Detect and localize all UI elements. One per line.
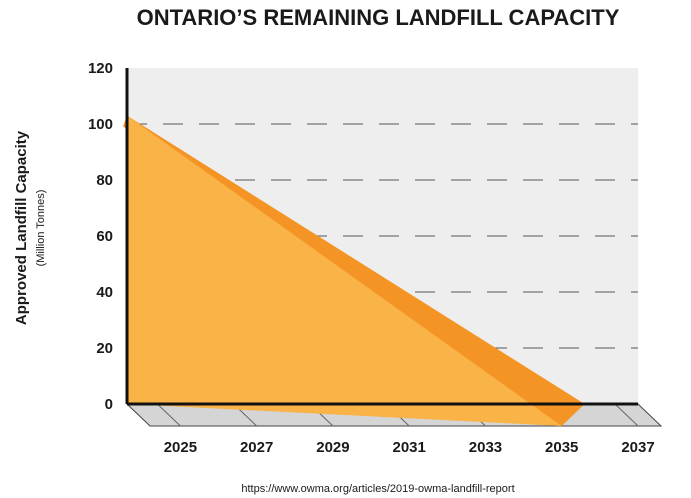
y-tick-label: 100 <box>88 116 113 133</box>
x-tick-label: 2033 <box>469 439 502 456</box>
floor-tick-line <box>157 403 181 427</box>
x-tick-labels: 2025 2027 2029 2031 2033 2035 2037 <box>164 439 655 456</box>
y-tick-label: 60 <box>96 228 113 245</box>
x-tick-label: 2029 <box>316 439 349 456</box>
y-axis-sublabel: (Million Tonnes) <box>35 190 47 267</box>
y-tick-label: 80 <box>96 172 113 189</box>
x-tick-label: 2027 <box>240 439 273 456</box>
area-series-back-face <box>123 115 585 426</box>
x-tick-label: 2037 <box>621 439 654 456</box>
y-tick-label: 0 <box>105 396 113 413</box>
y-axis-label: Approved Landfill Capacity <box>13 130 30 325</box>
x-tick-label: 2031 <box>393 439 426 456</box>
y-tick-label: 120 <box>88 60 113 77</box>
x-tick-label: 2035 <box>545 439 578 456</box>
plot-area: 0 20 40 60 80 100 120 2025 2027 2029 2031 2033 2035… <box>88 60 663 456</box>
source-note: https://www.owma.org/articles/2019-owma-… <box>241 483 514 495</box>
y-tick-label: 40 <box>96 284 113 301</box>
chart-title: ONTARIO’S REMAINING LANDFILL CAPACITY <box>137 5 620 30</box>
y-tick-labels: 0 20 40 60 80 100 120 <box>88 60 113 413</box>
x-tick-label: 2025 <box>164 439 197 456</box>
y-tick-label: 20 <box>96 340 113 357</box>
area-series-front-face <box>127 115 562 426</box>
floor-tick-line <box>614 403 639 427</box>
